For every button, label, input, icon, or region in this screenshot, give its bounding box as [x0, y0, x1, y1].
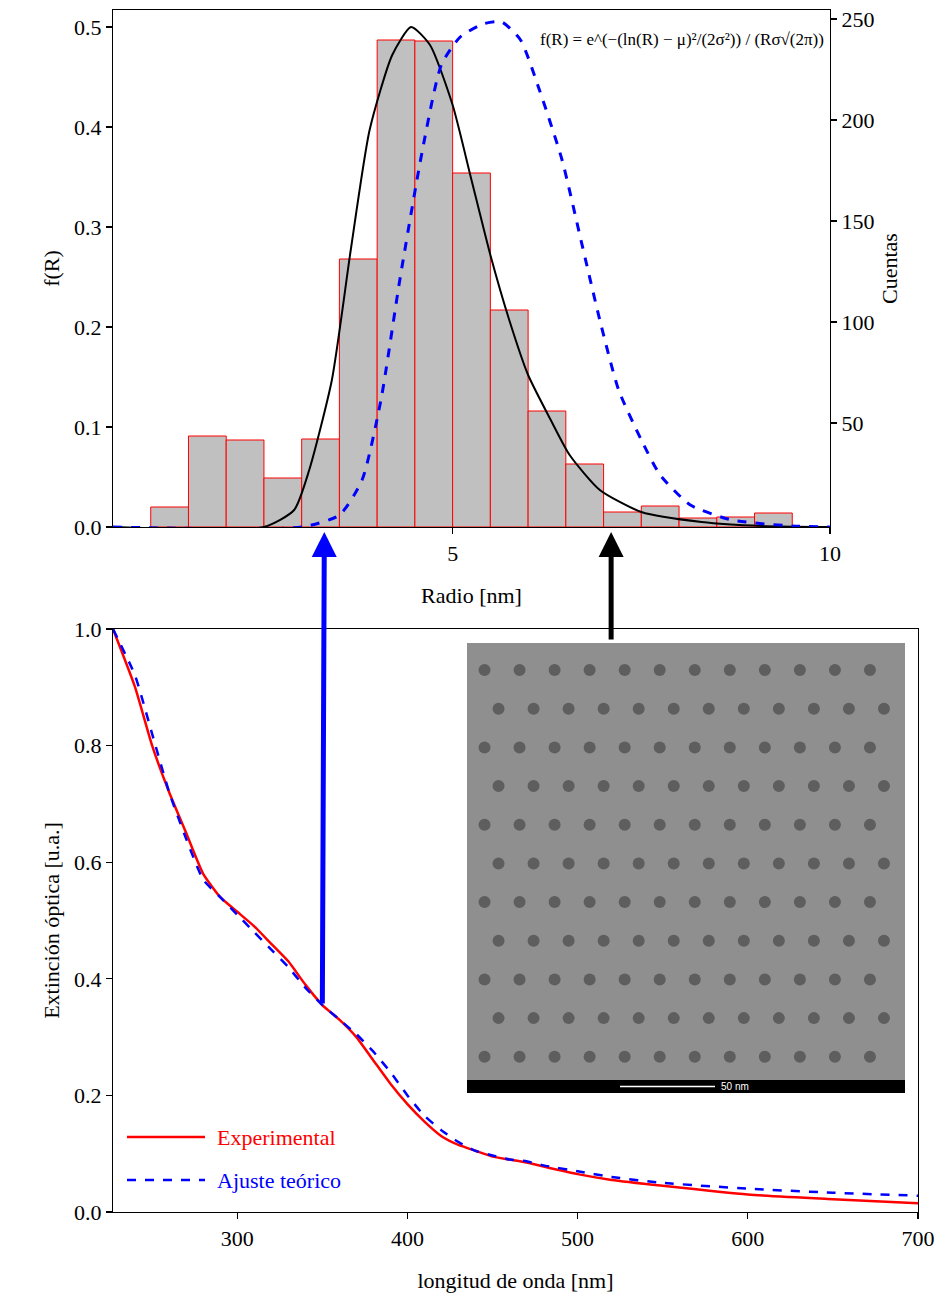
svg-text:Radio [nm]: Radio [nm] [421, 583, 522, 608]
svg-text:150: 150 [842, 209, 875, 234]
svg-text:Extinción óptica [u.a.]: Extinción óptica [u.a.] [39, 822, 64, 1019]
svg-text:5: 5 [447, 541, 458, 566]
svg-text:0.3: 0.3 [74, 215, 102, 240]
svg-text:0.4: 0.4 [74, 115, 102, 140]
svg-text:300: 300 [221, 1226, 254, 1251]
svg-text:0.2: 0.2 [74, 315, 102, 340]
svg-text:10: 10 [819, 541, 841, 566]
svg-text:0.5: 0.5 [74, 15, 102, 40]
svg-text:longitud de onda [nm]: longitud de onda [nm] [417, 1268, 613, 1293]
svg-text:250: 250 [842, 7, 875, 32]
svg-text:700: 700 [902, 1226, 935, 1251]
svg-text:0.2: 0.2 [74, 1083, 102, 1108]
svg-text:50: 50 [842, 411, 864, 436]
svg-text:0.8: 0.8 [74, 733, 102, 758]
svg-text:0.4: 0.4 [74, 967, 102, 992]
svg-text:50 nm: 50 nm [721, 1081, 749, 1092]
svg-text:1.0: 1.0 [74, 617, 102, 642]
svg-text:100: 100 [842, 310, 875, 335]
svg-text:200: 200 [842, 108, 875, 133]
svg-text:Ajuste teórico: Ajuste teórico [217, 1168, 341, 1193]
svg-text:f(R) = e^(−(ln(R) − μ)²/(2σ²)): f(R) = e^(−(ln(R) − μ)²/(2σ²)) / (Rσ√(2π… [540, 30, 824, 49]
svg-text:0.1: 0.1 [74, 415, 102, 440]
svg-text:0.0: 0.0 [74, 515, 102, 540]
svg-text:f(R): f(R) [39, 250, 64, 287]
svg-text:Cuentas: Cuentas [877, 233, 902, 304]
svg-text:400: 400 [391, 1226, 424, 1251]
svg-text:Experimental: Experimental [217, 1125, 336, 1150]
svg-text:0.0: 0.0 [74, 1200, 102, 1225]
svg-text:500: 500 [561, 1226, 594, 1251]
svg-text:0.6: 0.6 [74, 850, 102, 875]
svg-text:600: 600 [731, 1226, 764, 1251]
